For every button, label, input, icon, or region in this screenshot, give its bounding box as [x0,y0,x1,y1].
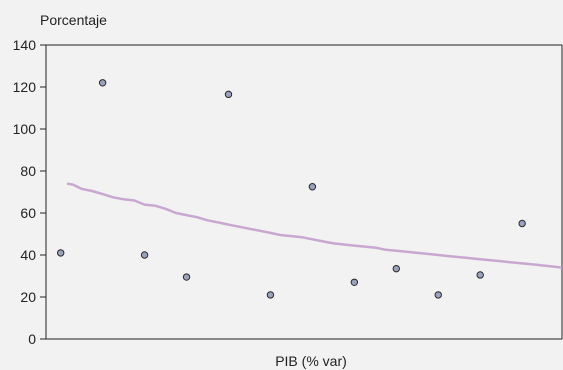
scatter-point [434,291,442,299]
y-tick-label: 120 [13,79,37,95]
y-tick-label: 20 [20,289,36,305]
scatter-point [56,249,65,257]
scatter-point [476,271,484,279]
scatter-point [266,291,275,299]
scatter-point [98,79,107,87]
scatter-point [350,278,359,286]
scatter-point [224,90,233,99]
scatter-point [392,264,400,273]
y-axis-ticks: 0 20 40 60 80 100 120 140 [13,37,46,347]
x-axis-title: PIB (% var) [275,353,347,369]
y-tick-label: 0 [28,331,36,347]
trend-line [66,182,563,269]
y-tick-label: 60 [20,205,36,221]
data-points [56,79,526,299]
plot-frame [45,44,563,340]
trend-line-layer [66,182,563,269]
scatter-point [140,251,149,259]
y-tick-label: 80 [20,163,36,179]
y-axis-title: Porcentaje [40,12,107,28]
scatter-point [518,219,526,228]
y-tick-label: 140 [13,37,37,53]
scatter-point [182,273,191,281]
y-tick-label: 40 [20,247,36,263]
scatter-point [308,183,317,191]
y-tick-label: 100 [13,121,37,137]
